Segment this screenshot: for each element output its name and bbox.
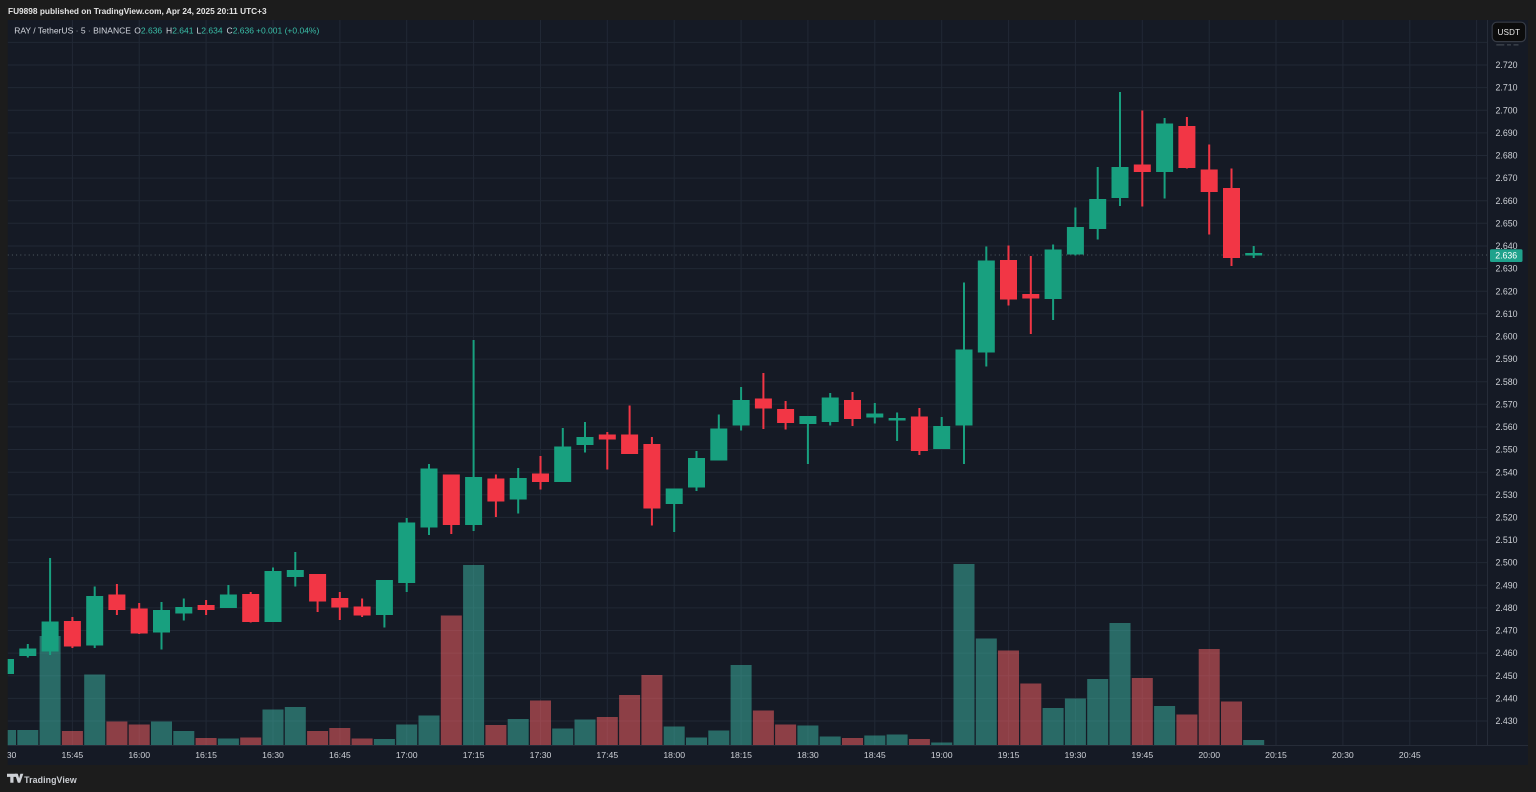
svg-text:RAY / TetherUS · 5 · BINANCE: RAY / TetherUS · 5 · BINANCE	[14, 26, 131, 36]
svg-text:2.470: 2.470	[1496, 626, 1518, 636]
svg-text:15:30: 15:30	[0, 750, 17, 760]
svg-text:20:30: 20:30	[1332, 750, 1354, 760]
svg-text:2.680: 2.680	[1496, 151, 1518, 161]
svg-text:16:30: 16:30	[262, 750, 284, 760]
svg-text:C: C	[227, 26, 233, 36]
svg-text:2.550: 2.550	[1496, 445, 1518, 455]
svg-text:2.710: 2.710	[1496, 83, 1518, 93]
svg-text:2.560: 2.560	[1496, 422, 1518, 432]
svg-text:2.500: 2.500	[1496, 558, 1518, 568]
svg-text:18:15: 18:15	[730, 750, 752, 760]
svg-text:20:45: 20:45	[1399, 750, 1421, 760]
svg-text:2.634: 2.634	[201, 26, 223, 36]
svg-text:2.630: 2.630	[1496, 264, 1518, 274]
svg-text:19:30: 19:30	[1065, 750, 1087, 760]
svg-text:2.620: 2.620	[1496, 286, 1518, 296]
svg-text:2.520: 2.520	[1496, 513, 1518, 523]
svg-text:TradingView: TradingView	[24, 775, 77, 785]
svg-text:2.636: 2.636	[1495, 251, 1517, 261]
svg-text:17:45: 17:45	[596, 750, 618, 760]
svg-text:2.480: 2.480	[1496, 603, 1518, 613]
svg-text:+0.001 (+0.04%): +0.001 (+0.04%)	[256, 26, 319, 36]
svg-text:2.700: 2.700	[1496, 105, 1518, 115]
svg-text:2.510: 2.510	[1496, 535, 1518, 545]
svg-text:2.440: 2.440	[1496, 694, 1518, 704]
svg-text:17:15: 17:15	[463, 750, 485, 760]
svg-text:20:15: 20:15	[1265, 750, 1287, 760]
svg-text:2.690: 2.690	[1496, 128, 1518, 138]
svg-text:USDT: USDT	[1498, 28, 1521, 37]
svg-text:2.640: 2.640	[1496, 241, 1518, 251]
svg-text:2.570: 2.570	[1496, 399, 1518, 409]
svg-text:17:00: 17:00	[396, 750, 418, 760]
svg-text:2.650: 2.650	[1496, 218, 1518, 228]
svg-text:17:30: 17:30	[530, 750, 552, 760]
svg-text:2.600: 2.600	[1496, 332, 1518, 342]
svg-text:19:15: 19:15	[998, 750, 1020, 760]
svg-text:2.450: 2.450	[1496, 671, 1518, 681]
svg-text:2.580: 2.580	[1496, 377, 1518, 387]
svg-text:2.641: 2.641	[172, 26, 194, 36]
svg-text:19:45: 19:45	[1131, 750, 1153, 760]
svg-text:16:00: 16:00	[128, 750, 150, 760]
svg-text:2.636: 2.636	[233, 26, 255, 36]
svg-text:2.490: 2.490	[1496, 580, 1518, 590]
svg-text:2.610: 2.610	[1496, 309, 1518, 319]
svg-text:L: L	[197, 26, 202, 36]
svg-text:2.540: 2.540	[1496, 467, 1518, 477]
svg-text:H: H	[166, 26, 172, 36]
svg-text:18:45: 18:45	[864, 750, 886, 760]
svg-text:16:45: 16:45	[329, 750, 351, 760]
svg-text:2.636: 2.636	[141, 26, 163, 36]
svg-text:15:45: 15:45	[62, 750, 84, 760]
svg-text:18:30: 18:30	[797, 750, 819, 760]
svg-text:2.430: 2.430	[1496, 716, 1518, 726]
svg-text:19:00: 19:00	[931, 750, 953, 760]
svg-text:2.590: 2.590	[1496, 354, 1518, 364]
svg-text:20:00: 20:00	[1198, 750, 1220, 760]
svg-text:2.720: 2.720	[1496, 60, 1518, 70]
svg-text:FU9898 published on TradingVie: FU9898 published on TradingView.com, Apr…	[8, 6, 267, 16]
svg-text:2.460: 2.460	[1496, 648, 1518, 658]
svg-text:2.670: 2.670	[1496, 173, 1518, 183]
svg-text:2.660: 2.660	[1496, 196, 1518, 206]
svg-text:2.530: 2.530	[1496, 490, 1518, 500]
svg-text:18:00: 18:00	[663, 750, 685, 760]
svg-text:16:15: 16:15	[195, 750, 217, 760]
svg-text:O: O	[134, 26, 141, 36]
